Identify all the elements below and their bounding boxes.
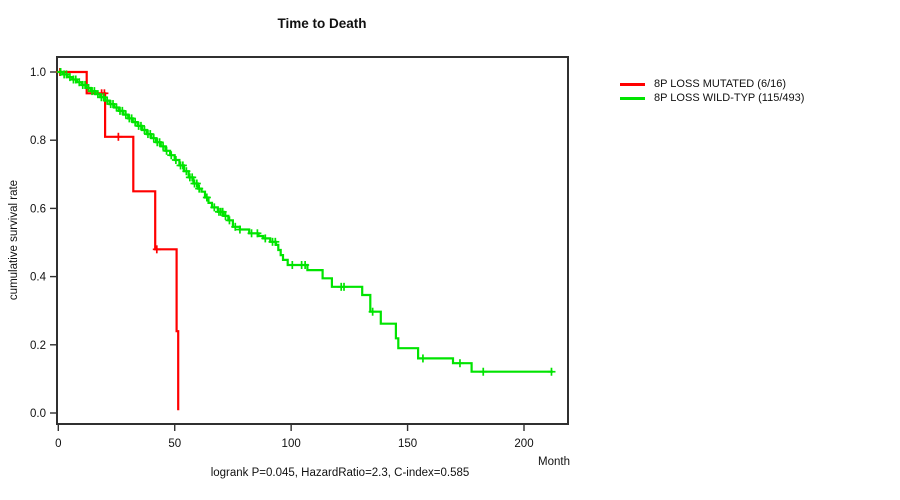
- x-tick-label: 150: [398, 438, 417, 450]
- chart-title: Time to Death: [277, 16, 367, 31]
- x-tick-label: 200: [514, 438, 533, 450]
- y-tick-label: 1.0: [30, 67, 46, 79]
- y-tick-label: 0.6: [30, 203, 46, 215]
- legend-label-mutated: 8P LOSS MUTATED (6/16): [654, 78, 787, 90]
- y-tick-label: 0.8: [30, 135, 46, 147]
- survival-curve: [58, 70, 180, 411]
- plot-border: [56, 56, 569, 425]
- y-tick-label: 0.2: [30, 340, 46, 352]
- legend-line-green: [620, 96, 645, 100]
- y-tick-label: 0.0: [30, 408, 46, 420]
- x-tick-label: 100: [282, 438, 301, 450]
- legend-label-wildtype: 8P LOSS WILD-TYP (115/493): [654, 92, 805, 104]
- x-tick-label: 50: [168, 438, 181, 450]
- x-axis-label: Month: [538, 456, 570, 468]
- stats-caption: logrank P=0.045, HazardRatio=2.3, C-inde…: [210, 467, 470, 479]
- legend: 8P LOSS MUTATED (6/16) 8P LOSS WILD-TYP …: [620, 77, 804, 105]
- legend-item-wildtype: 8P LOSS WILD-TYP (115/493): [620, 91, 804, 105]
- legend-item-mutated: 8P LOSS MUTATED (6/16): [620, 77, 804, 91]
- y-tick-label: 0.4: [30, 272, 47, 284]
- legend-line-red: [620, 82, 645, 86]
- x-tick-label: 0: [55, 438, 61, 450]
